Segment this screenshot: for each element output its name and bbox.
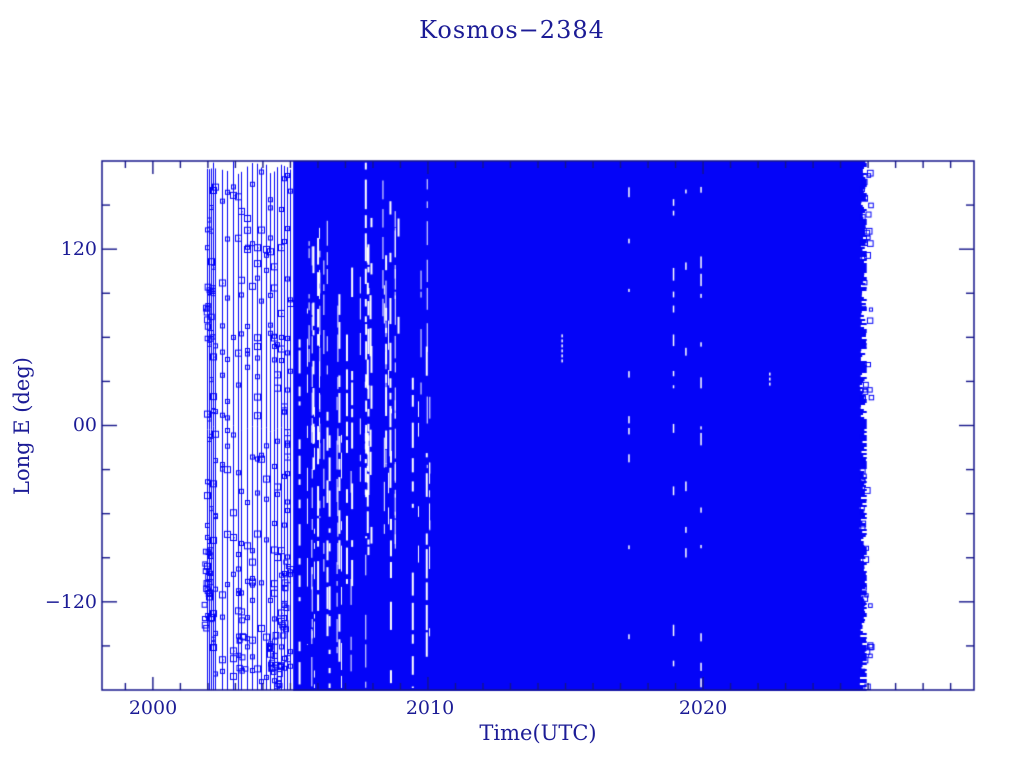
y-tick-label-00: 00 bbox=[72, 414, 97, 436]
x-axis-label: Time(UTC) bbox=[479, 721, 597, 745]
chart-title: Kosmos−2384 bbox=[419, 16, 605, 44]
y-axis-label: Long E (deg) bbox=[10, 357, 34, 495]
y-tick-label-120: 120 bbox=[60, 238, 97, 260]
x-tick-label-2000: 2000 bbox=[128, 697, 178, 719]
x-tick-label-2020: 2020 bbox=[678, 697, 728, 719]
x-tick-label-2010: 2010 bbox=[405, 697, 455, 719]
y-tick-label-neg120: −120 bbox=[44, 591, 97, 613]
